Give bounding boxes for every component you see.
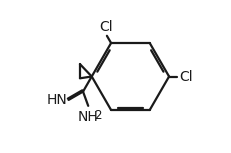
Text: HN: HN (46, 93, 67, 107)
Text: Cl: Cl (99, 20, 112, 34)
Text: 2: 2 (94, 109, 101, 122)
Text: Cl: Cl (179, 69, 192, 84)
Text: NH: NH (77, 110, 98, 124)
